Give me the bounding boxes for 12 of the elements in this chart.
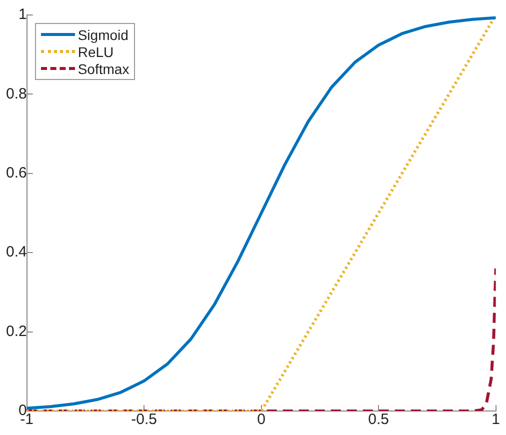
- y-tick-label: 1: [18, 6, 27, 24]
- x-tick-label: 0.5: [368, 411, 390, 428]
- legend-label: Softmax: [78, 60, 130, 76]
- x-tick-label: 0: [257, 411, 266, 428]
- x-tick-label: 1: [492, 411, 500, 428]
- y-tick-label: 0.6: [6, 164, 27, 182]
- legend-label: Sigmoid: [78, 26, 128, 42]
- y-tick-label: 0.8: [6, 85, 27, 102]
- y-tick-label: 0.4: [6, 244, 27, 261]
- x-tick-label: -0.5: [131, 411, 158, 428]
- y-tick-label: 0.2: [6, 322, 27, 340]
- legend-label: ReLU: [78, 44, 114, 60]
